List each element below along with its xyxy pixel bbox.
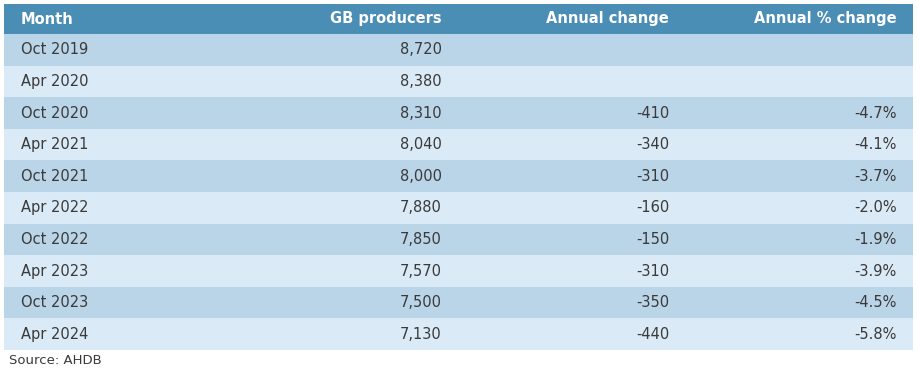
Bar [686,4,913,34]
Text: Source: AHDB: Source: AHDB [8,354,102,367]
Text: Oct 2023: Oct 2023 [20,295,88,310]
Bar [686,223,913,255]
Bar [686,129,913,160]
Bar [458,34,686,66]
Text: Oct 2020: Oct 2020 [20,105,88,120]
Bar [231,160,458,192]
Bar [4,223,231,255]
Bar [458,255,686,287]
Bar [231,192,458,223]
Text: -5.8%: -5.8% [854,327,897,342]
Text: 7,570: 7,570 [400,264,442,278]
Bar [458,129,686,160]
Bar [4,319,231,350]
Bar [4,129,231,160]
Text: Apr 2024: Apr 2024 [20,327,88,342]
Text: Oct 2021: Oct 2021 [20,169,88,184]
Bar [458,97,686,129]
Text: Apr 2020: Apr 2020 [20,74,88,89]
Bar [686,160,913,192]
Bar [231,255,458,287]
Text: Apr 2023: Apr 2023 [20,264,88,278]
Text: Oct 2022: Oct 2022 [20,232,88,247]
Bar [4,255,231,287]
Bar [4,192,231,223]
Bar [458,319,686,350]
Bar [231,34,458,66]
Bar [458,160,686,192]
Text: -410: -410 [636,105,669,120]
Text: 7,880: 7,880 [400,200,442,215]
Text: -3.9%: -3.9% [855,264,897,278]
Text: GB producers: GB producers [330,11,442,26]
Bar [686,97,913,129]
Bar [458,4,686,34]
Bar [4,66,231,97]
Text: -160: -160 [636,200,669,215]
Text: Apr 2021: Apr 2021 [20,137,88,152]
Text: -350: -350 [636,295,669,310]
Text: -340: -340 [636,137,669,152]
Text: -4.1%: -4.1% [854,137,897,152]
Bar [231,97,458,129]
Text: 8,310: 8,310 [401,105,442,120]
Text: 7,500: 7,500 [400,295,442,310]
Text: -310: -310 [636,264,669,278]
Text: Annual % change: Annual % change [754,11,897,26]
Text: 7,850: 7,850 [400,232,442,247]
Text: 8,040: 8,040 [400,137,442,152]
Text: -150: -150 [636,232,669,247]
Bar [458,192,686,223]
Bar [4,34,231,66]
Bar [458,223,686,255]
Bar [686,34,913,66]
Text: -1.9%: -1.9% [854,232,897,247]
Text: -3.7%: -3.7% [854,169,897,184]
Bar [458,287,686,319]
Text: 7,130: 7,130 [400,327,442,342]
Text: 8,720: 8,720 [400,42,442,57]
Bar [4,4,231,34]
Text: Apr 2022: Apr 2022 [20,200,88,215]
Bar [686,255,913,287]
Bar [686,319,913,350]
Bar [231,223,458,255]
Text: -440: -440 [636,327,669,342]
Text: -310: -310 [636,169,669,184]
Text: -2.0%: -2.0% [854,200,897,215]
Text: -4.7%: -4.7% [854,105,897,120]
Text: Annual change: Annual change [547,11,669,26]
Bar [4,287,231,319]
Bar [686,66,913,97]
Bar [458,66,686,97]
Text: 8,380: 8,380 [401,74,442,89]
Bar [231,319,458,350]
Bar [231,129,458,160]
Text: Oct 2019: Oct 2019 [20,42,88,57]
Text: Month: Month [20,11,73,26]
Bar [686,192,913,223]
Bar [4,160,231,192]
Bar [231,4,458,34]
Bar [231,287,458,319]
Bar [231,66,458,97]
Text: 8,000: 8,000 [400,169,442,184]
Bar [686,287,913,319]
Text: -4.5%: -4.5% [854,295,897,310]
Bar [4,97,231,129]
